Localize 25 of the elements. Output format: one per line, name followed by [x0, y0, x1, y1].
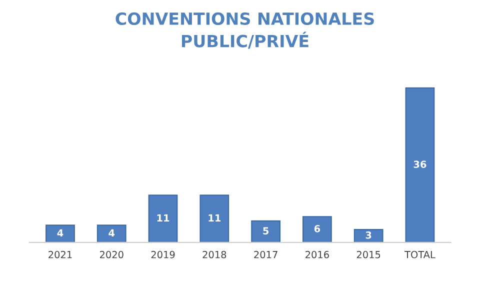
data-label: 6 — [314, 225, 320, 232]
bar — [251, 220, 280, 242]
x-tick-label: 2018 — [202, 250, 226, 258]
data-label: 3 — [366, 231, 372, 239]
x-tick-label: 2020 — [100, 250, 124, 258]
x-tick-label: 2015 — [356, 250, 380, 258]
x-tick-label: 2016 — [306, 250, 329, 258]
x-tick-label: TOTAL — [404, 250, 436, 258]
bar — [354, 228, 384, 242]
bar — [200, 194, 230, 242]
x-tick-label: 2021 — [48, 250, 72, 258]
bar — [405, 87, 435, 242]
bar — [46, 224, 75, 242]
data-label: 5 — [263, 227, 268, 234]
x-tick-label: 2019 — [151, 250, 175, 258]
data-label: 11 — [157, 214, 170, 222]
bar — [96, 224, 126, 242]
bar — [302, 216, 332, 242]
data-label: 36 — [414, 160, 426, 168]
data-label: 11 — [208, 214, 220, 222]
x-tick-label: 2017 — [254, 250, 278, 258]
chart-title: CONVENTIONS NATIONALES PUBLIC/PRIVÉ — [116, 12, 374, 49]
data-label: 4 — [108, 229, 115, 236]
bar — [148, 194, 178, 242]
data-label: 4 — [57, 229, 64, 236]
